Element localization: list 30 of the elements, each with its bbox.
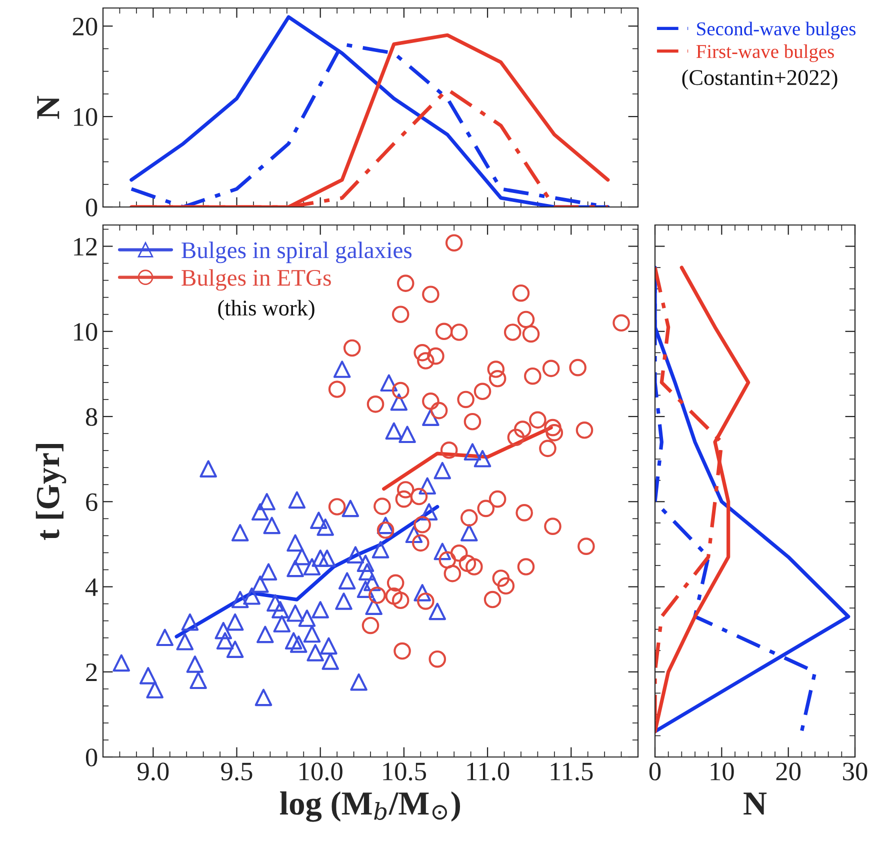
x-tick-label: 10 xyxy=(710,762,734,780)
y-tick-label: 6 xyxy=(86,493,98,512)
y-tick-label: 0 xyxy=(86,748,98,766)
x-tick-label: 0 xyxy=(649,762,661,780)
x-axis-title: N xyxy=(744,792,767,814)
x-tick-label: 10.5 xyxy=(383,762,426,781)
y-tick-label: 8 xyxy=(86,408,98,426)
y-tick-label: 12 xyxy=(74,238,97,256)
y-tick-label: 20 xyxy=(72,18,98,36)
x-tick-label: 11.5 xyxy=(550,762,593,781)
x-tick-label: 11.0 xyxy=(467,762,510,781)
x-axis-title: log (M$_{b}$/M$_{⊙}$) xyxy=(280,791,460,822)
legend-label: Second-wave bulges xyxy=(697,22,856,40)
x-tick-label: 30 xyxy=(843,762,868,780)
legend-label: First-wave bulges xyxy=(696,44,834,62)
annotation: (this work) xyxy=(218,300,314,320)
legend-label: Bulges in ETGs xyxy=(182,269,331,291)
y-axis-title: t [Gyr] xyxy=(36,444,66,540)
x-tick-label: 9.0 xyxy=(138,762,169,781)
y-axis-title: N xyxy=(37,96,60,119)
legend-label: Bulges in spiral galaxies xyxy=(182,242,412,264)
y-tick-label: 10 xyxy=(74,108,98,126)
x-tick-label: 9.5 xyxy=(221,762,252,781)
y-tick-label: 2 xyxy=(86,664,97,682)
x-tick-label: 10.0 xyxy=(300,762,342,781)
x-tick-label: 20 xyxy=(776,762,801,780)
text: (Costantin+2022) xyxy=(682,69,838,90)
y-tick-label: 10 xyxy=(74,323,98,341)
y-tick-label: 4 xyxy=(85,578,98,596)
y-tick-label: 0 xyxy=(86,198,98,216)
